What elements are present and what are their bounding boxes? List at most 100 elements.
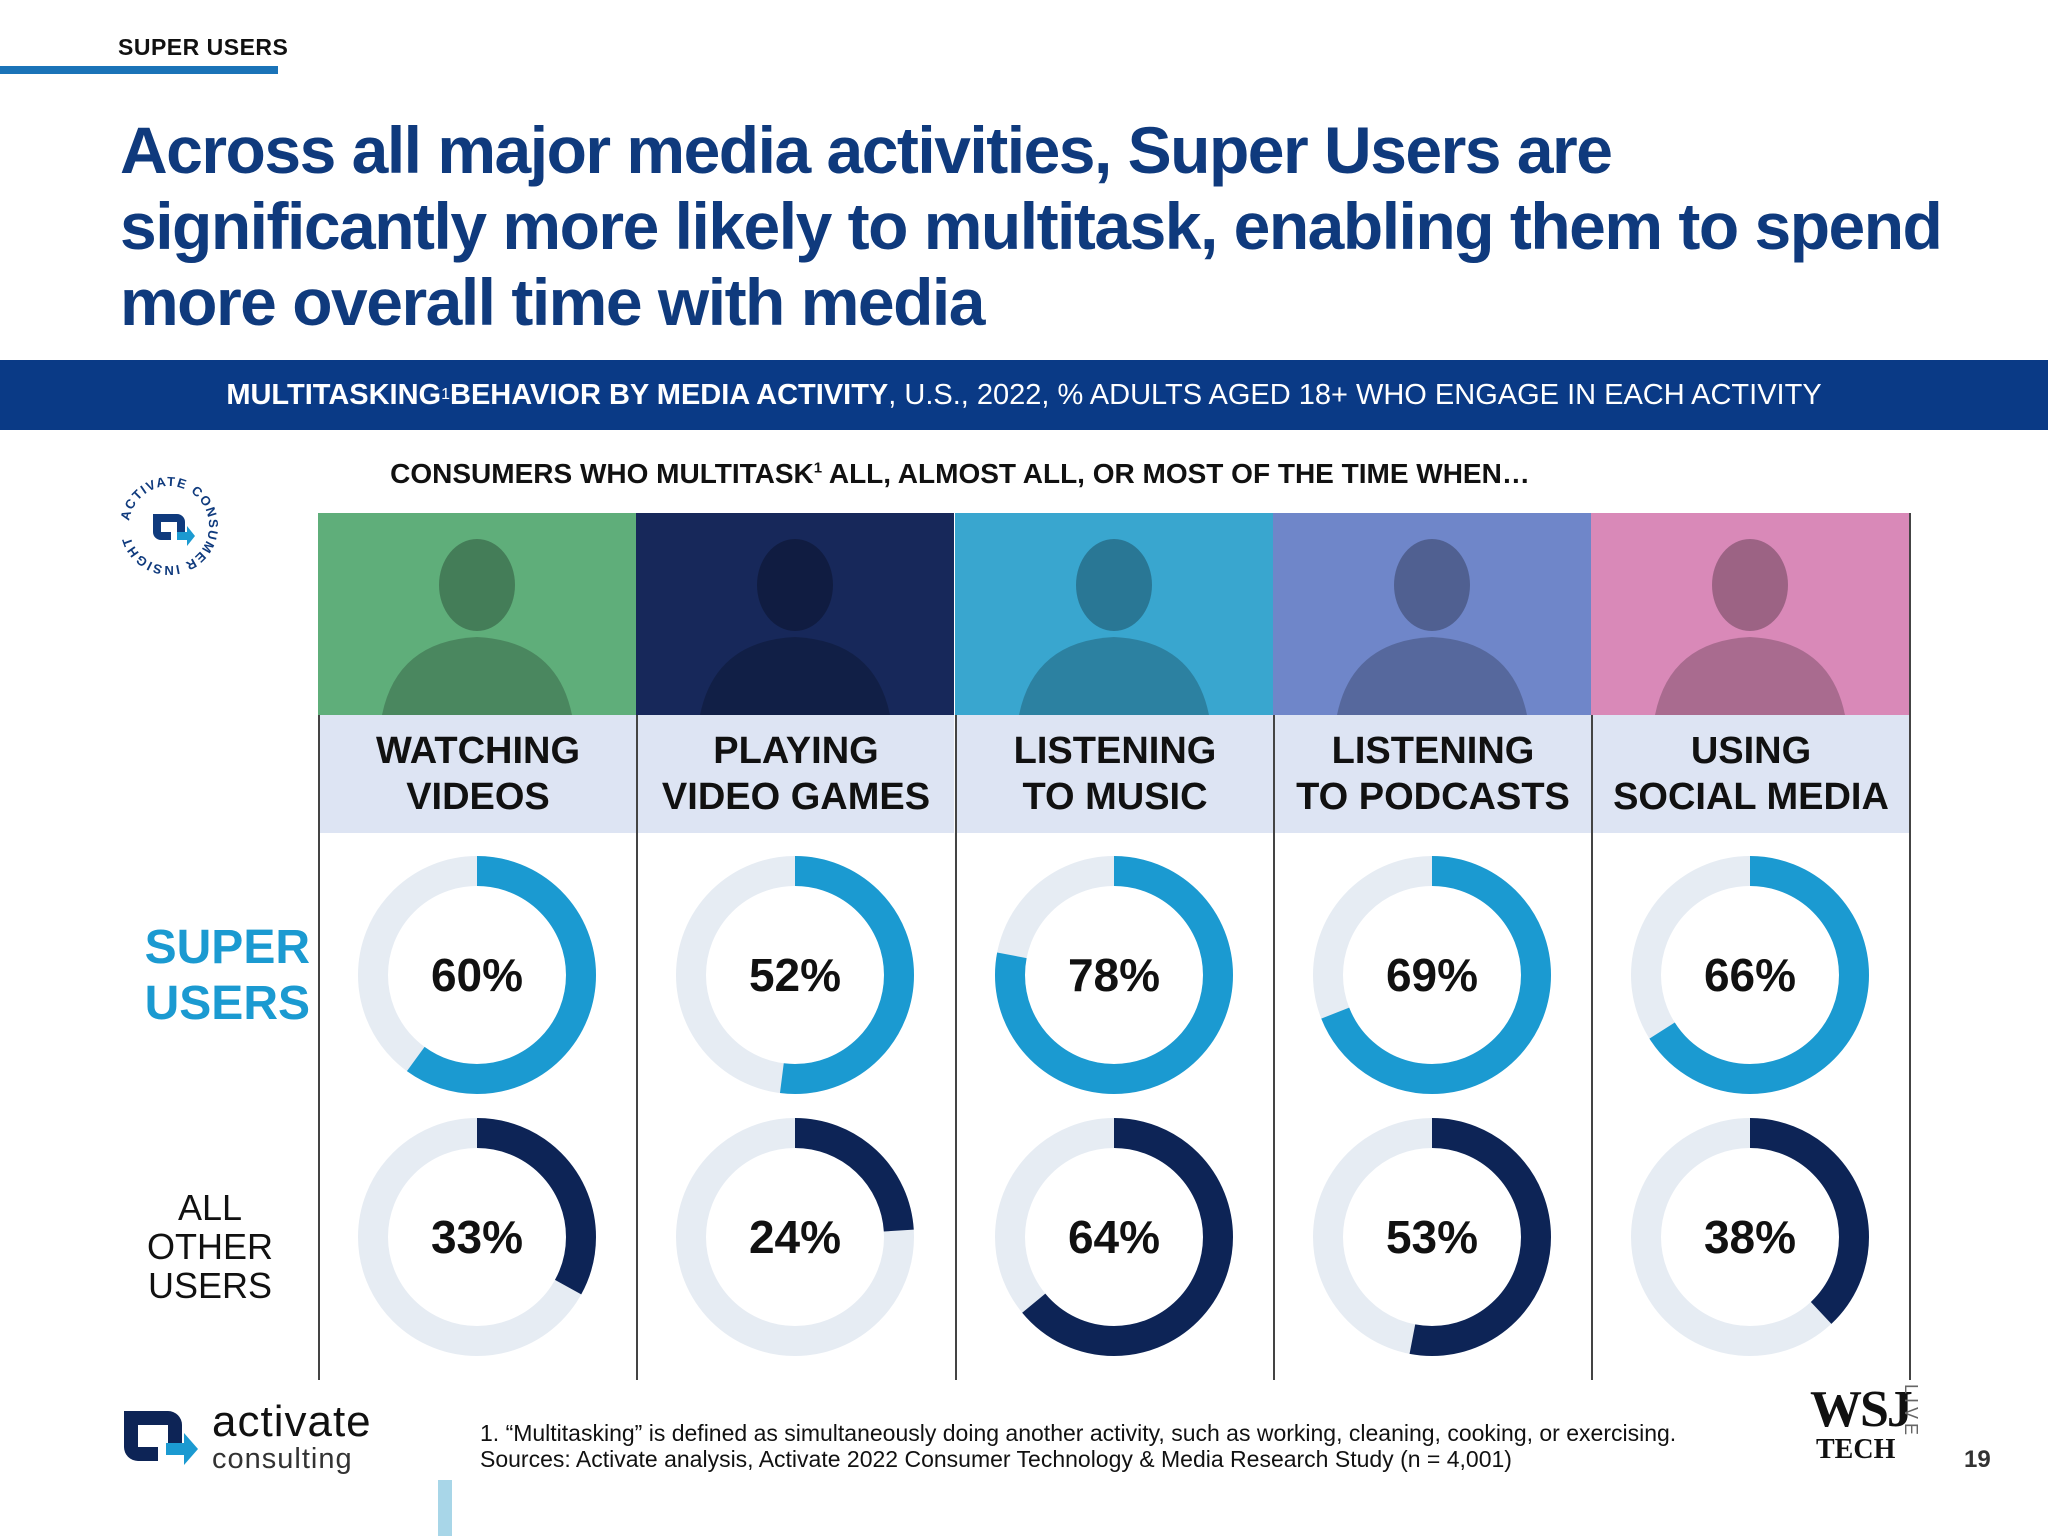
donut-value-label: 53% <box>1385 1211 1479 1263</box>
other-users-donut: 53% <box>1307 1112 1557 1362</box>
donut-chart <box>358 1118 596 1356</box>
wsj-tech-live-logo: WSJ TECH LIVE <box>1810 1381 1921 1464</box>
other-users-donut: 24% <box>670 1112 920 1362</box>
donut-value-arc <box>1313 1118 1551 1356</box>
row-label-other-users: ALL OTHER USERS <box>130 1188 290 1305</box>
donut-chart <box>995 856 1233 1094</box>
activity-label-line-1: WATCHING <box>375 730 581 772</box>
activity-photo <box>1591 513 1909 715</box>
super-users-donut: 66% <box>1625 850 1875 1100</box>
row-label-other-line2: OTHER <box>147 1226 273 1267</box>
donut-chart <box>995 1118 1233 1356</box>
footnote-line2: Sources: Activate analysis, Activate 202… <box>480 1446 1512 1472</box>
band-rest: , U.S., 2022, % ADULTS AGED 18+ WHO ENGA… <box>888 378 1822 411</box>
activity-photo <box>955 513 1273 715</box>
activity-label-line-1: LISTENING <box>1331 730 1535 772</box>
section-rule <box>0 66 278 74</box>
donut-value-label: 38% <box>1703 1211 1797 1263</box>
person-body-shape <box>1337 637 1527 715</box>
activity-photo <box>1273 513 1591 715</box>
donut-value-label: 24% <box>748 1211 842 1263</box>
donut-value-arc <box>1313 856 1551 1094</box>
person-body-shape <box>382 637 572 715</box>
column-divider <box>318 513 320 1380</box>
wsj-live: LIVE <box>1901 1384 1921 1440</box>
person-photo-icon <box>1019 539 1209 715</box>
donut-chart <box>1313 1118 1551 1356</box>
activity-label-line-2: TO PODCASTS <box>1296 776 1570 818</box>
person-body-shape <box>1019 637 1209 715</box>
donut-value-label: 33% <box>430 1211 524 1263</box>
accent-bar <box>438 1480 452 1536</box>
donut-value-arc <box>1631 1118 1869 1356</box>
column-divider <box>636 513 638 1380</box>
other-users-donut: 64% <box>989 1112 1239 1362</box>
other-users-donut: 33% <box>352 1112 602 1362</box>
footnote-line1: 1. “Multitasking” is defined as simultan… <box>480 1420 1677 1446</box>
donut-value-arc <box>358 1118 596 1356</box>
row-label-other-line3: USERS <box>147 1265 273 1306</box>
donut-value-label: 64% <box>1067 1211 1161 1263</box>
wsj-main: WSJ <box>1810 1381 1913 1438</box>
person-body-shape <box>1655 637 1845 715</box>
activity-label: WATCHING VIDEOS <box>320 715 636 833</box>
donut-value-arc <box>676 856 914 1094</box>
donut-value-label: 66% <box>1703 949 1797 1001</box>
subhead-sup: 1 <box>813 459 823 477</box>
band-sup: 1 <box>441 386 451 403</box>
super-users-donut: 60% <box>352 850 602 1100</box>
donut-value-label: 60% <box>430 949 524 1001</box>
activity-photo <box>636 513 954 715</box>
row-label-super-line2: USERS <box>144 977 310 1030</box>
other-users-donut: 38% <box>1625 1112 1875 1362</box>
super-users-donut: 69% <box>1307 850 1557 1100</box>
donut-value-label: 69% <box>1385 949 1479 1001</box>
donut-value-arc <box>995 856 1233 1094</box>
activity-label-line-1: USING <box>1690 730 1812 772</box>
activity-label: LISTENING TO PODCASTS <box>1275 715 1591 833</box>
brand-name: activate <box>212 1397 372 1446</box>
activity-label-line-2: VIDEOS <box>406 776 550 818</box>
donut-chart <box>358 856 596 1094</box>
row-label-other-line1: ALL <box>177 1187 243 1228</box>
donut-value-label: 78% <box>1067 949 1161 1001</box>
person-body-shape <box>700 637 890 715</box>
activate-consumer-insight-badge: ACTIVATE CONSUMER INSIGHT <box>117 474 219 578</box>
person-head-shape <box>1394 539 1470 631</box>
activity-label-line-1: LISTENING <box>1013 730 1217 772</box>
activity-label-line-2: SOCIAL MEDIA <box>1613 776 1889 818</box>
badge-text: ACTIVATE CONSUMER INSIGHT <box>117 474 219 578</box>
person-photo-icon <box>1655 539 1845 715</box>
person-photo-icon <box>1337 539 1527 715</box>
column-divider <box>1909 513 1911 1380</box>
row-label-super-line1: SUPER <box>144 921 310 974</box>
donut-chart <box>1313 856 1551 1094</box>
chart-title-band: MULTITASKING 1 BEHAVIOR BY MEDIA ACTIVITY… <box>0 360 2048 430</box>
person-head-shape <box>1712 539 1788 631</box>
donut-value-arc <box>676 1118 914 1356</box>
person-photo-icon <box>700 539 890 715</box>
subhead-post: ALL, ALMOST ALL, OR MOST OF THE TIME WHE… <box>822 458 1530 489</box>
page-title: Across all major media activities, Super… <box>120 113 1943 339</box>
page-number: 19 <box>1964 1446 1991 1473</box>
activity-label: PLAYING VIDEO GAMES <box>638 715 954 833</box>
column-divider <box>955 513 957 1380</box>
column-divider <box>1273 513 1275 1380</box>
column-divider <box>1591 513 1593 1380</box>
band-bold-2: BEHAVIOR BY MEDIA ACTIVITY <box>450 378 889 411</box>
person-head-shape <box>1076 539 1152 631</box>
footnote: 1. “Multitasking” is defined as simultan… <box>480 1420 1770 1472</box>
person-head-shape <box>439 539 515 631</box>
activity-label-line-2: TO MUSIC <box>1022 776 1208 818</box>
donut-value-arc <box>358 856 596 1094</box>
activate-logo: activate consulting <box>118 1400 372 1474</box>
person-head-shape <box>757 539 833 631</box>
donut-chart <box>676 1118 914 1356</box>
chart-subtitle: CONSUMERS WHO MULTITASK1 ALL, ALMOST ALL… <box>260 458 1660 490</box>
donut-chart <box>676 856 914 1094</box>
activate-logo-icon <box>124 1411 198 1465</box>
subhead-pre: CONSUMERS WHO MULTITASK <box>390 458 814 489</box>
activity-photo <box>318 513 636 715</box>
activity-label-line-1: PLAYING <box>713 730 879 772</box>
row-label-super-users: SUPER USERS <box>130 920 310 1032</box>
